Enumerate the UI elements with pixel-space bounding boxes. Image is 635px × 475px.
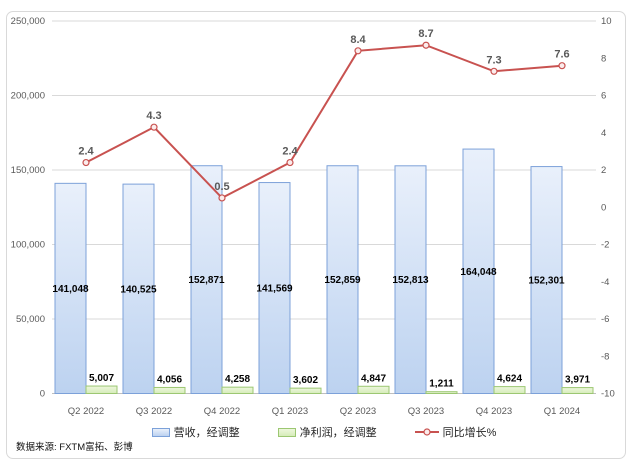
profit-bar-label: 3,971 xyxy=(565,375,590,386)
data-source-note: 数据来源: FXTM富拓、彭博 xyxy=(16,442,133,453)
growth-marker xyxy=(354,47,362,55)
growth-point-label: 8.7 xyxy=(418,28,433,40)
right-axis-tick-label: 10 xyxy=(601,16,612,27)
growth-point-label: 2.4 xyxy=(78,146,94,158)
revenue-bar xyxy=(462,148,495,394)
revenue-bar xyxy=(326,165,359,394)
right-axis-tick-label: 8 xyxy=(601,53,606,64)
chart-legend: 营收，经调整 净利润，经调整 同比增长% xyxy=(52,424,596,440)
category-label: Q2 2022 xyxy=(68,406,104,417)
revenue-bar-label: 141,048 xyxy=(52,284,89,295)
category-label: Q2 2023 xyxy=(340,406,376,417)
revenue-bar-label: 141,569 xyxy=(256,284,293,295)
growth-point-label: 2.4 xyxy=(282,146,298,158)
profit-bar-label: 4,624 xyxy=(497,374,522,385)
left-axis-tick-label: 250,000 xyxy=(11,16,45,27)
right-axis-tick-label: -10 xyxy=(601,389,615,400)
legend-label-profit: 净利润，经调整 xyxy=(299,427,377,439)
revenue-bar-label: 140,525 xyxy=(120,284,157,295)
growth-line xyxy=(85,44,563,200)
category-label: Q1 2023 xyxy=(272,406,308,417)
revenue-bar-label: 164,048 xyxy=(460,267,497,278)
category-label: Q1 2024 xyxy=(544,406,580,417)
growth-marker xyxy=(286,158,294,167)
category-label: Q3 2022 xyxy=(136,406,172,417)
revenue-bar xyxy=(190,165,223,394)
growth-point-label: 0.5 xyxy=(214,181,229,193)
legend-item-profit: 净利润，经调整 xyxy=(277,424,377,440)
profit-bar xyxy=(221,386,254,394)
profit-bar xyxy=(425,391,458,395)
right-axis-tick-label: 4 xyxy=(601,128,606,139)
left-axis-tick-label: 0 xyxy=(40,389,45,400)
left-axis-tick-label: 50,000 xyxy=(16,314,45,325)
legend-label-growth: 同比增长% xyxy=(442,427,497,439)
growth-marker xyxy=(422,41,430,49)
growth-point-label: 7.3 xyxy=(486,54,501,66)
right-axis-tick-label: -4 xyxy=(601,277,609,288)
left-axis-tick-label: 100,000 xyxy=(11,240,45,251)
left-axis-tick-label: 200,000 xyxy=(11,91,45,102)
revenue-bar-label: 152,813 xyxy=(392,275,429,286)
chart-frame xyxy=(6,11,626,459)
revenue-bar-label: 152,859 xyxy=(324,275,361,286)
legend-item-growth: 同比增长% xyxy=(414,424,497,440)
growth-marker xyxy=(218,194,226,202)
left-axis-tick-label: 150,000 xyxy=(11,165,45,176)
revenue-bar-label: 152,301 xyxy=(528,276,565,287)
category-label: Q4 2023 xyxy=(476,406,512,417)
profit-swatch-icon xyxy=(277,427,296,437)
right-axis-tick-label: 2 xyxy=(601,165,606,176)
profit-bar xyxy=(357,385,390,395)
revenue-bar xyxy=(394,165,427,394)
right-axis-tick-label: -8 xyxy=(601,351,609,362)
profit-bar-label: 4,258 xyxy=(225,374,250,385)
revenue-bar xyxy=(54,182,87,394)
profit-bar xyxy=(561,387,594,395)
growth-point-label: 4.3 xyxy=(146,110,161,122)
profit-bar-label: 4,056 xyxy=(157,374,182,385)
legend-label-revenue: 营收，经调整 xyxy=(173,427,240,439)
growth-marker xyxy=(82,158,90,167)
growth-point-label: 7.6 xyxy=(554,49,569,61)
right-axis-tick-label: -6 xyxy=(601,314,609,325)
revenue-bar xyxy=(258,182,291,394)
revenue-bar xyxy=(530,166,563,394)
right-axis-tick-label: 6 xyxy=(601,91,606,102)
profit-bar-label: 5,007 xyxy=(89,373,114,384)
profit-bar xyxy=(289,387,322,395)
revenue-bar xyxy=(122,183,155,394)
profit-bar-label: 3,602 xyxy=(293,375,318,386)
growth-marker xyxy=(490,67,498,75)
growth-point-label: 8.4 xyxy=(350,34,366,46)
right-axis-tick-label: -2 xyxy=(601,240,609,251)
profit-bar-label: 1,211 xyxy=(429,379,454,390)
profit-bar xyxy=(493,386,526,394)
profit-bar xyxy=(85,385,118,395)
category-label: Q4 2022 xyxy=(204,406,240,417)
legend-item-revenue: 营收，经调整 xyxy=(151,424,240,440)
revenue-bar-label: 152,871 xyxy=(188,275,225,286)
right-axis-tick-label: 0 xyxy=(601,202,606,213)
category-label: Q3 2023 xyxy=(408,406,444,417)
growth-marker xyxy=(150,123,158,131)
revenue-swatch-icon xyxy=(151,427,170,437)
growth-line-swatch-icon xyxy=(414,428,439,436)
growth-marker xyxy=(558,62,566,70)
profit-bar xyxy=(153,386,186,395)
profit-bar-label: 4,847 xyxy=(361,373,386,384)
